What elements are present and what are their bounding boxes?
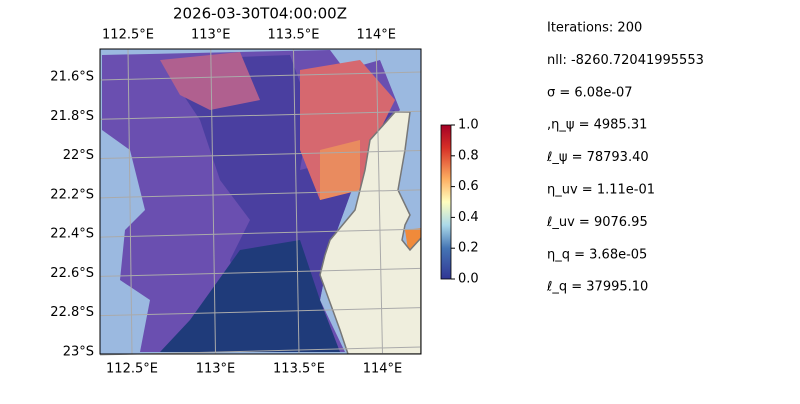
meridian <box>127 48 133 355</box>
colorbar-tick-label: 0.4 <box>458 210 479 225</box>
map <box>100 49 421 354</box>
lon-label-top: 114°E <box>356 28 396 43</box>
parallel <box>99 71 422 81</box>
lat-label: 21.8°S <box>50 109 94 124</box>
stat-line: ℓ_uv = 9076.95 <box>546 215 648 230</box>
stat-line: Iterations: 200 <box>547 21 642 36</box>
colorbar-tick-label: 0.0 <box>458 272 479 287</box>
stat-line: ,η_ψ = 4985.31 <box>547 118 647 133</box>
meridian <box>210 48 216 355</box>
colorbar-tick-label: 0.2 <box>458 241 479 256</box>
colorbar-tick-label: 1.0 <box>458 118 479 133</box>
stat-line: ℓ_q = 37995.10 <box>546 280 648 295</box>
field-pink <box>160 52 260 110</box>
colorbar-tick-label: 0.6 <box>458 179 479 194</box>
parallel <box>99 267 422 277</box>
parallel <box>99 110 422 120</box>
stat-line: ℓ_ψ = 78793.40 <box>546 150 649 165</box>
lat-label: 22.6°S <box>50 266 94 281</box>
lat-label: 22.4°S <box>50 227 94 242</box>
stat-line: η_q = 3.68e-05 <box>547 247 647 262</box>
lon-label-bottom: 113°E <box>196 362 236 377</box>
lat-label: 21.6°S <box>50 70 94 85</box>
colorbar <box>440 124 452 280</box>
field-dark <box>160 240 340 352</box>
lon-label-bottom: 112.5°E <box>106 362 158 377</box>
parallel <box>99 307 422 317</box>
lat-label: 22.8°S <box>50 305 94 320</box>
stat-line: σ = 6.08e-07 <box>547 85 633 100</box>
map-title: 2026-03-30T04:00:00Z <box>173 5 347 23</box>
lon-label-top: 113°E <box>191 28 231 43</box>
map-frame <box>99 48 422 355</box>
lat-label: 22.2°S <box>50 187 94 202</box>
colorbar-tick-label: 0.8 <box>458 148 479 163</box>
meridian <box>375 48 383 355</box>
stat-line: nll: -8260.72041995553 <box>547 53 704 68</box>
stats-panel: Iterations: 200 nll: -8260.72041995553 σ =… <box>546 21 704 295</box>
stat-line: η_uv = 1.11e-01 <box>547 183 655 198</box>
lon-label-bottom: 113.5°E <box>273 362 325 377</box>
meridian <box>293 48 300 355</box>
lat-label: 23°S <box>63 344 94 359</box>
parallel <box>99 228 422 238</box>
field-orange <box>320 140 360 200</box>
lon-label-bottom: 114°E <box>363 362 403 377</box>
parallel <box>99 189 422 199</box>
lon-label-top: 112.5°E <box>102 28 154 43</box>
lon-label-top: 113.5°E <box>268 28 320 43</box>
parallel <box>99 150 422 160</box>
lat-label: 22°S <box>63 148 94 163</box>
